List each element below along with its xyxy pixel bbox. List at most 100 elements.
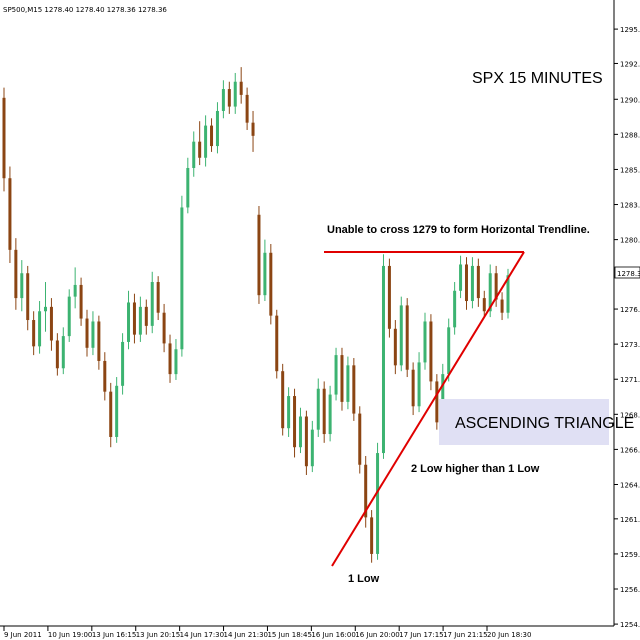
candle-body <box>20 273 24 299</box>
candle-body <box>109 391 113 437</box>
candle <box>459 255 463 299</box>
candle-body <box>488 273 492 312</box>
candle-body <box>310 429 314 467</box>
candle <box>310 420 314 473</box>
time-tick-label: 15 Jun 18:45 <box>267 631 311 639</box>
candle-body <box>494 273 498 300</box>
candle <box>121 333 125 395</box>
candle-body <box>429 321 433 382</box>
candle-body <box>364 464 368 518</box>
price-tick-label: 1288.00 <box>620 131 640 139</box>
time-tick-label: 14 Jun 21:30 <box>224 631 268 639</box>
candle-body <box>447 327 451 375</box>
pattern-label-box <box>439 399 609 445</box>
candle-body <box>26 273 30 321</box>
candle <box>470 257 474 309</box>
candle-body <box>500 299 504 313</box>
candle <box>73 267 77 309</box>
candle-body <box>186 167 190 208</box>
candle <box>85 309 89 357</box>
candle-body <box>393 328 397 366</box>
candle <box>20 260 24 312</box>
candle <box>281 363 285 436</box>
candle-body <box>340 355 344 402</box>
candle <box>144 299 148 335</box>
price-tick-label: 1254.50 <box>620 621 640 629</box>
candle-body <box>215 110 219 147</box>
candle-body <box>352 365 356 414</box>
time-tick-label: 17 Jun 21:15 <box>443 631 487 639</box>
candle-body <box>85 318 89 348</box>
candle <box>251 110 255 152</box>
time-tick-label: 17 Jun 17:15 <box>399 631 443 639</box>
candle <box>239 67 243 104</box>
candle <box>138 296 142 342</box>
candle-body <box>132 302 136 335</box>
candle <box>91 311 95 356</box>
candle-body <box>281 371 285 429</box>
candle <box>38 301 42 354</box>
candle <box>411 362 415 416</box>
time-tick-label: 9 Jun 2011 <box>4 631 42 639</box>
candle-body <box>298 416 302 448</box>
candle <box>370 510 374 563</box>
candle <box>61 327 65 375</box>
candle <box>293 388 297 458</box>
candle-body <box>38 311 42 347</box>
candle <box>376 442 380 560</box>
candle-body <box>127 302 131 342</box>
candle <box>381 254 385 459</box>
candle-body <box>91 321 95 348</box>
candle-body <box>156 282 160 313</box>
candle <box>393 320 397 375</box>
candle <box>32 311 36 356</box>
candle-body <box>162 312 166 344</box>
candle <box>55 333 59 376</box>
resistance-annotation: Unable to cross 1279 to form Horizontal … <box>327 224 590 236</box>
candle <box>476 258 480 307</box>
candle-body <box>334 355 338 395</box>
candle <box>26 265 30 331</box>
candle-body <box>168 343 172 375</box>
candle-body <box>269 252 273 316</box>
candle <box>453 282 457 335</box>
candle-body <box>346 365 350 402</box>
time-tick-label: 14 Jun 17:30 <box>180 631 224 639</box>
candle <box>103 352 107 401</box>
pattern-label: ASCENDING TRIANGLE <box>455 415 634 432</box>
price-tick-label: 1276.05 <box>620 306 640 314</box>
price-tick-label: 1273.65 <box>620 341 640 349</box>
candle <box>156 276 160 321</box>
candle-body <box>49 306 53 341</box>
time-tick-label: 16 Jun 20:00 <box>355 631 399 639</box>
candle-body <box>44 306 48 312</box>
candle-body <box>221 89 225 111</box>
candle <box>304 410 308 475</box>
candle-body <box>464 264 468 302</box>
candle-body <box>476 265 480 299</box>
chart-title: SPX 15 MINUTES <box>472 70 603 87</box>
higher-low-annotation: 2 Low higher than 1 Low <box>411 463 540 475</box>
candle <box>500 292 504 321</box>
price-tick-label: 1283.20 <box>620 202 640 210</box>
time-tick-label: 10 Jun 19:00 <box>48 631 92 639</box>
candle-body <box>423 321 427 363</box>
price-tick-label: 1256.90 <box>620 586 640 594</box>
candle <box>245 87 249 130</box>
candle-body <box>239 81 243 95</box>
candle-body <box>251 122 255 136</box>
candle-body <box>2 97 6 179</box>
candle-body <box>293 396 297 448</box>
price-tick-label: 1295.20 <box>620 26 640 34</box>
candle <box>210 118 214 152</box>
symbol-header: SP500,M15 1278.40 1278.40 1278.36 1278.3… <box>3 6 167 14</box>
candle <box>352 358 356 421</box>
candle-body <box>387 265 391 329</box>
candle <box>269 244 273 325</box>
candle <box>447 318 451 382</box>
candle-body <box>435 381 439 423</box>
candle <box>221 80 225 119</box>
candle <box>464 257 468 310</box>
candle-body <box>287 396 291 429</box>
time-tick-label: 13 Jun 20:15 <box>136 631 180 639</box>
